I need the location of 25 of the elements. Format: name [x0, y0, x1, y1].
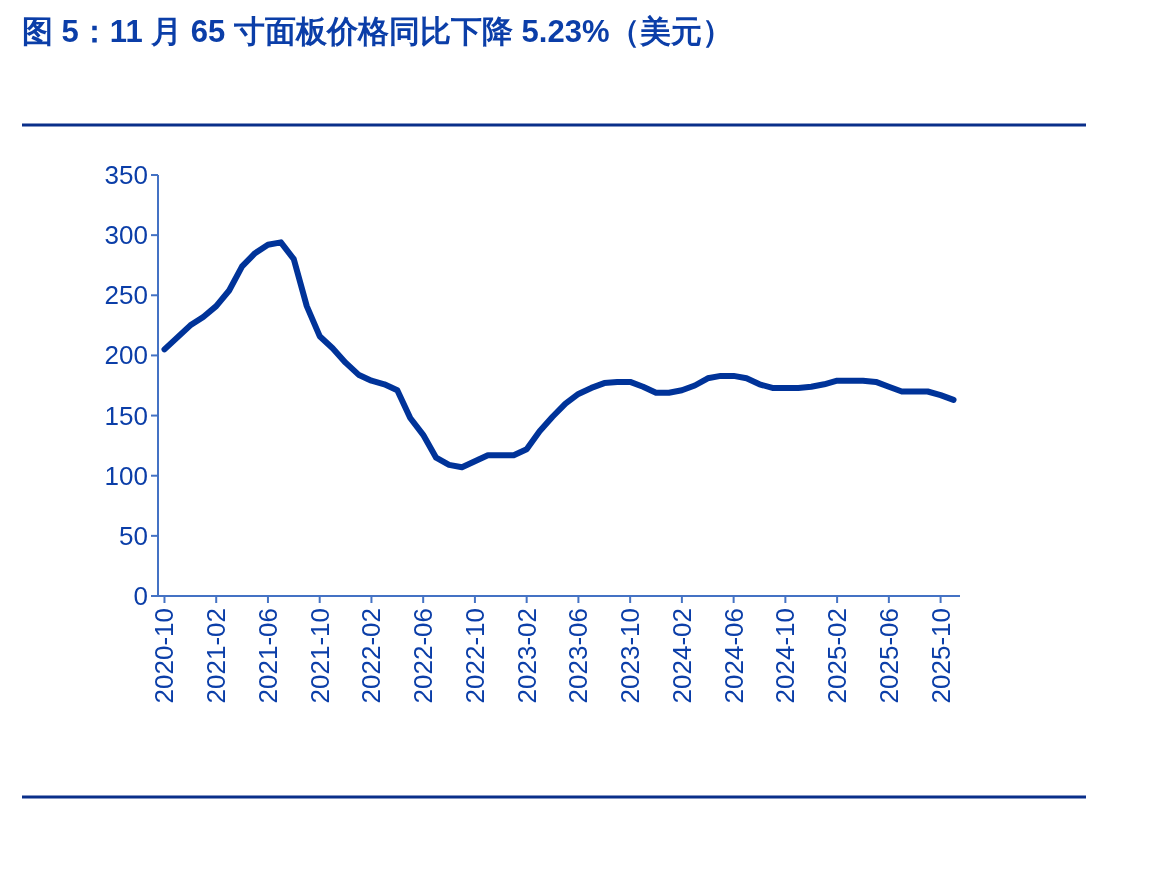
x-tick-label: 2021-06 — [252, 608, 283, 704]
y-tick-label: 250 — [104, 280, 148, 311]
x-tick-label: 2022-06 — [408, 608, 439, 704]
y-tick-label: 150 — [104, 400, 148, 431]
x-tick-label: 2024-02 — [666, 608, 697, 704]
x-tick-label: 2021-10 — [304, 608, 335, 704]
x-tick-label: 2025-10 — [925, 608, 956, 704]
x-tick-label: 2025-02 — [822, 608, 853, 704]
x-tick-label: 2023-06 — [563, 608, 594, 704]
x-tick-label: 2023-10 — [615, 608, 646, 704]
x-tick-label: 2022-02 — [356, 608, 387, 704]
x-tick-label: 2024-10 — [770, 608, 801, 704]
x-tick-label: 2024-06 — [718, 608, 749, 704]
x-tick-label: 2022-10 — [459, 608, 490, 704]
chart-title: 图 5：11 月 65 寸面板价格同比下降 5.23%（美元） — [22, 14, 734, 49]
y-tick-label: 200 — [104, 340, 148, 371]
y-tick-label: 0 — [133, 581, 148, 611]
y-tick-label: 100 — [104, 460, 148, 491]
y-tick-label: 350 — [104, 160, 148, 190]
y-tick-label: 300 — [104, 220, 148, 251]
x-tick-label: 2021-02 — [201, 608, 232, 704]
x-tick-label: 2020-10 — [149, 608, 180, 704]
x-tick-label: 2025-06 — [873, 608, 904, 704]
y-tick-label: 50 — [119, 520, 148, 551]
x-tick-label: 2023-02 — [511, 608, 542, 704]
